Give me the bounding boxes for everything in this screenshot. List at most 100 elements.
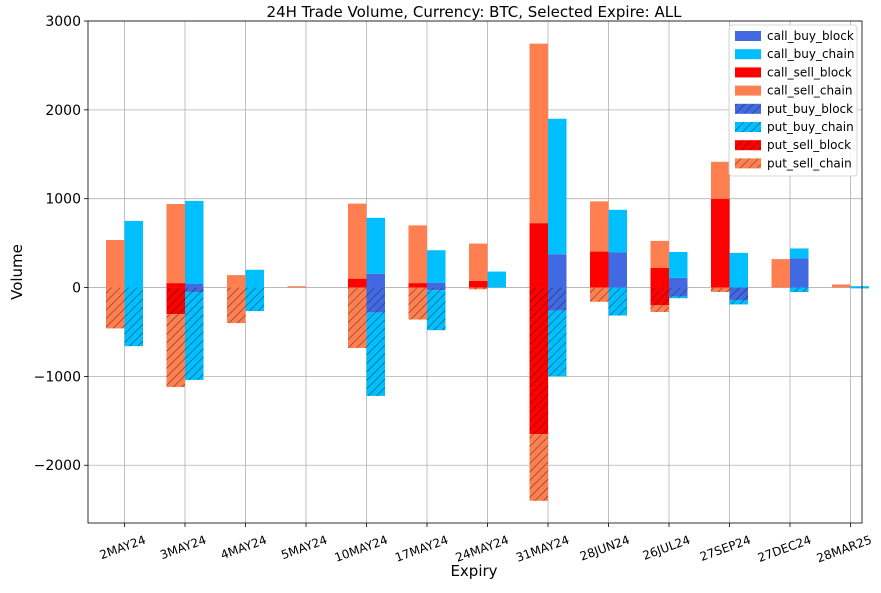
bar-put_buy_block-17MAY24 xyxy=(427,287,446,291)
bar-call_sell_chain-2MAY24 xyxy=(106,240,125,288)
x-tick-label: 4MAY24 xyxy=(219,533,269,563)
legend-label-call_sell_block: call_sell_block xyxy=(767,65,852,79)
x-tick-label: 27SEP24 xyxy=(698,533,753,564)
x-tick-label: 28MAR25 xyxy=(815,533,874,566)
bar-call_sell_chain-31MAY24 xyxy=(529,43,548,224)
x-tick-label: 27DEC24 xyxy=(756,533,813,565)
bar-call_buy_block-3MAY24 xyxy=(185,283,204,288)
legend-label-call_sell_chain: call_sell_chain xyxy=(767,84,852,98)
bar-call_sell_chain-24MAY24 xyxy=(469,243,488,281)
y-tick-labels: −2000 −1000 0 1000 2000 3000 xyxy=(34,14,88,474)
legend-swatch-call_sell_block xyxy=(735,67,761,78)
x-tick-label: 31MAY24 xyxy=(514,533,571,565)
x-tick-label: 2MAY24 xyxy=(98,533,148,563)
legend-box xyxy=(728,24,858,177)
x-tick-label: 17MAY24 xyxy=(393,533,450,565)
bar-call_sell_chain-26JUL24 xyxy=(650,240,669,269)
bar-put_buy_chain-17MAY24 xyxy=(427,290,446,331)
plot-frame xyxy=(87,20,863,524)
bar-put_buy_block-3MAY24 xyxy=(185,287,204,292)
bar-call_sell_chain-5MAY24 xyxy=(287,286,306,288)
x-axis-title: Expiry xyxy=(450,562,497,580)
bar-put_buy_block-10MAY24 xyxy=(366,287,385,313)
bar-put_sell_chain-31MAY24 xyxy=(529,434,548,501)
bar-call_sell_chain-17MAY24 xyxy=(408,225,427,284)
legend-label-put_sell_block: put_sell_block xyxy=(767,138,851,152)
bars xyxy=(106,43,869,501)
legend-swatch-put_sell_chain xyxy=(735,158,761,169)
bar-call_buy_chain-4MAY24 xyxy=(245,269,264,288)
bar-put_sell_chain-10MAY24 xyxy=(348,287,367,348)
bar-put_buy_chain-27SEP24 xyxy=(729,299,748,305)
bar-call_sell_block-10MAY24 xyxy=(348,278,367,288)
chart-title: 24H Trade Volume, Currency: BTC, Selecte… xyxy=(267,3,683,21)
bar-call_buy_chain-27SEP24 xyxy=(729,252,748,288)
legend-swatch-call_buy_block xyxy=(735,31,761,41)
bar-call_sell_block-3MAY24 xyxy=(166,283,185,288)
y-tick-label: 0 xyxy=(72,281,81,297)
bar-put_buy_block-26JUL24 xyxy=(669,287,688,297)
bar-put_buy_chain-28JUN24 xyxy=(608,287,627,316)
bar-call_sell_chain-27DEC24 xyxy=(771,259,790,288)
bar-call_sell_block-31MAY24 xyxy=(529,223,548,288)
bar-call_sell_chain-3MAY24 xyxy=(166,204,185,284)
bar-put_buy_chain-3MAY24 xyxy=(185,291,204,380)
bar-call_buy_chain-17MAY24 xyxy=(427,250,446,283)
y-tick-label: −2000 xyxy=(34,458,81,474)
legend-swatch-put_buy_block xyxy=(735,103,761,114)
bar-call_sell_block-28JUN24 xyxy=(590,251,609,288)
bar-call_buy_chain-10MAY24 xyxy=(366,217,385,274)
bar-call_buy_chain-27DEC24 xyxy=(790,248,809,259)
x-tick-label: 24MAY24 xyxy=(454,533,511,565)
x-tick-label: 5MAY24 xyxy=(279,533,329,563)
x-tick-label: 26JUL24 xyxy=(641,533,692,563)
bar-call_buy_chain-31MAY24 xyxy=(548,118,567,255)
axes xyxy=(87,20,863,524)
bar-call_sell_block-26JUL24 xyxy=(650,268,669,288)
legend-swatch-put_sell_block xyxy=(735,140,761,151)
bar-call_sell_chain-27SEP24 xyxy=(711,161,730,199)
bar-call_sell_chain-4MAY24 xyxy=(227,275,246,288)
x-tick-labels: 2MAY24 3MAY24 4MAY24 5MAY24 10MAY24 17MAY24 24… xyxy=(98,523,874,565)
bar-call_buy_chain-28MAR25 xyxy=(850,286,869,288)
bar-put_sell_chain-27SEP24 xyxy=(711,287,730,292)
bar-put_buy_chain-31MAY24 xyxy=(548,310,567,377)
bar-call_buy_block-31MAY24 xyxy=(548,254,567,288)
legend-label-call_buy_block: call_buy_block xyxy=(767,29,854,43)
bar-put_buy_chain-10MAY24 xyxy=(366,312,385,396)
y-tick-label: −1000 xyxy=(34,369,81,385)
y-tick-label: 2000 xyxy=(45,103,81,119)
bar-put_buy_block-27SEP24 xyxy=(729,287,748,300)
bar-call_sell_chain-28JUN24 xyxy=(590,201,609,252)
bar-put_sell_chain-26JUL24 xyxy=(650,305,669,312)
bar-put_buy_chain-4MAY24 xyxy=(245,287,264,312)
bar-call_buy_chain-28JUN24 xyxy=(608,209,627,253)
bar-put_sell_chain-3MAY24 xyxy=(166,314,185,388)
bar-call_buy_block-10MAY24 xyxy=(366,273,385,288)
legend-label-call_buy_chain: call_buy_chain xyxy=(767,47,854,61)
bar-put_buy_chain-28MAR25 xyxy=(850,287,869,289)
bar-put_sell_block-3MAY24 xyxy=(166,287,185,315)
bar-put_sell_chain-2MAY24 xyxy=(106,287,125,329)
legend-label-put_buy_block: put_buy_block xyxy=(767,102,853,116)
bar-put_buy_chain-26JUL24 xyxy=(669,296,688,299)
x-tick-label: 3MAY24 xyxy=(158,533,208,563)
bar-call_buy_chain-2MAY24 xyxy=(124,220,143,288)
bar-call_buy_block-27DEC24 xyxy=(790,258,809,288)
legend-swatch-call_buy_chain xyxy=(735,49,761,60)
bar-put_buy_chain-27DEC24 xyxy=(790,287,809,292)
y-axis-title: Volume xyxy=(8,244,26,300)
bar-put_sell_block-26JUL24 xyxy=(650,287,669,306)
bar-call_sell_block-17MAY24 xyxy=(408,283,427,288)
bar-call_buy_block-28JUN24 xyxy=(608,252,627,288)
bar-call_sell_chain-10MAY24 xyxy=(348,203,367,279)
bar-put_buy_block-31MAY24 xyxy=(548,287,567,311)
bar-put_sell_chain-4MAY24 xyxy=(227,287,246,324)
bar-call_sell_block-27SEP24 xyxy=(711,198,730,288)
legend-label-put_sell_chain: put_sell_chain xyxy=(767,156,852,170)
x-tick-label: 10MAY24 xyxy=(333,533,390,565)
legend-swatch-put_buy_chain xyxy=(735,122,761,132)
x-tick-label: 28JUN24 xyxy=(578,533,632,564)
bar-put_sell_chain-24MAY24 xyxy=(469,287,488,290)
